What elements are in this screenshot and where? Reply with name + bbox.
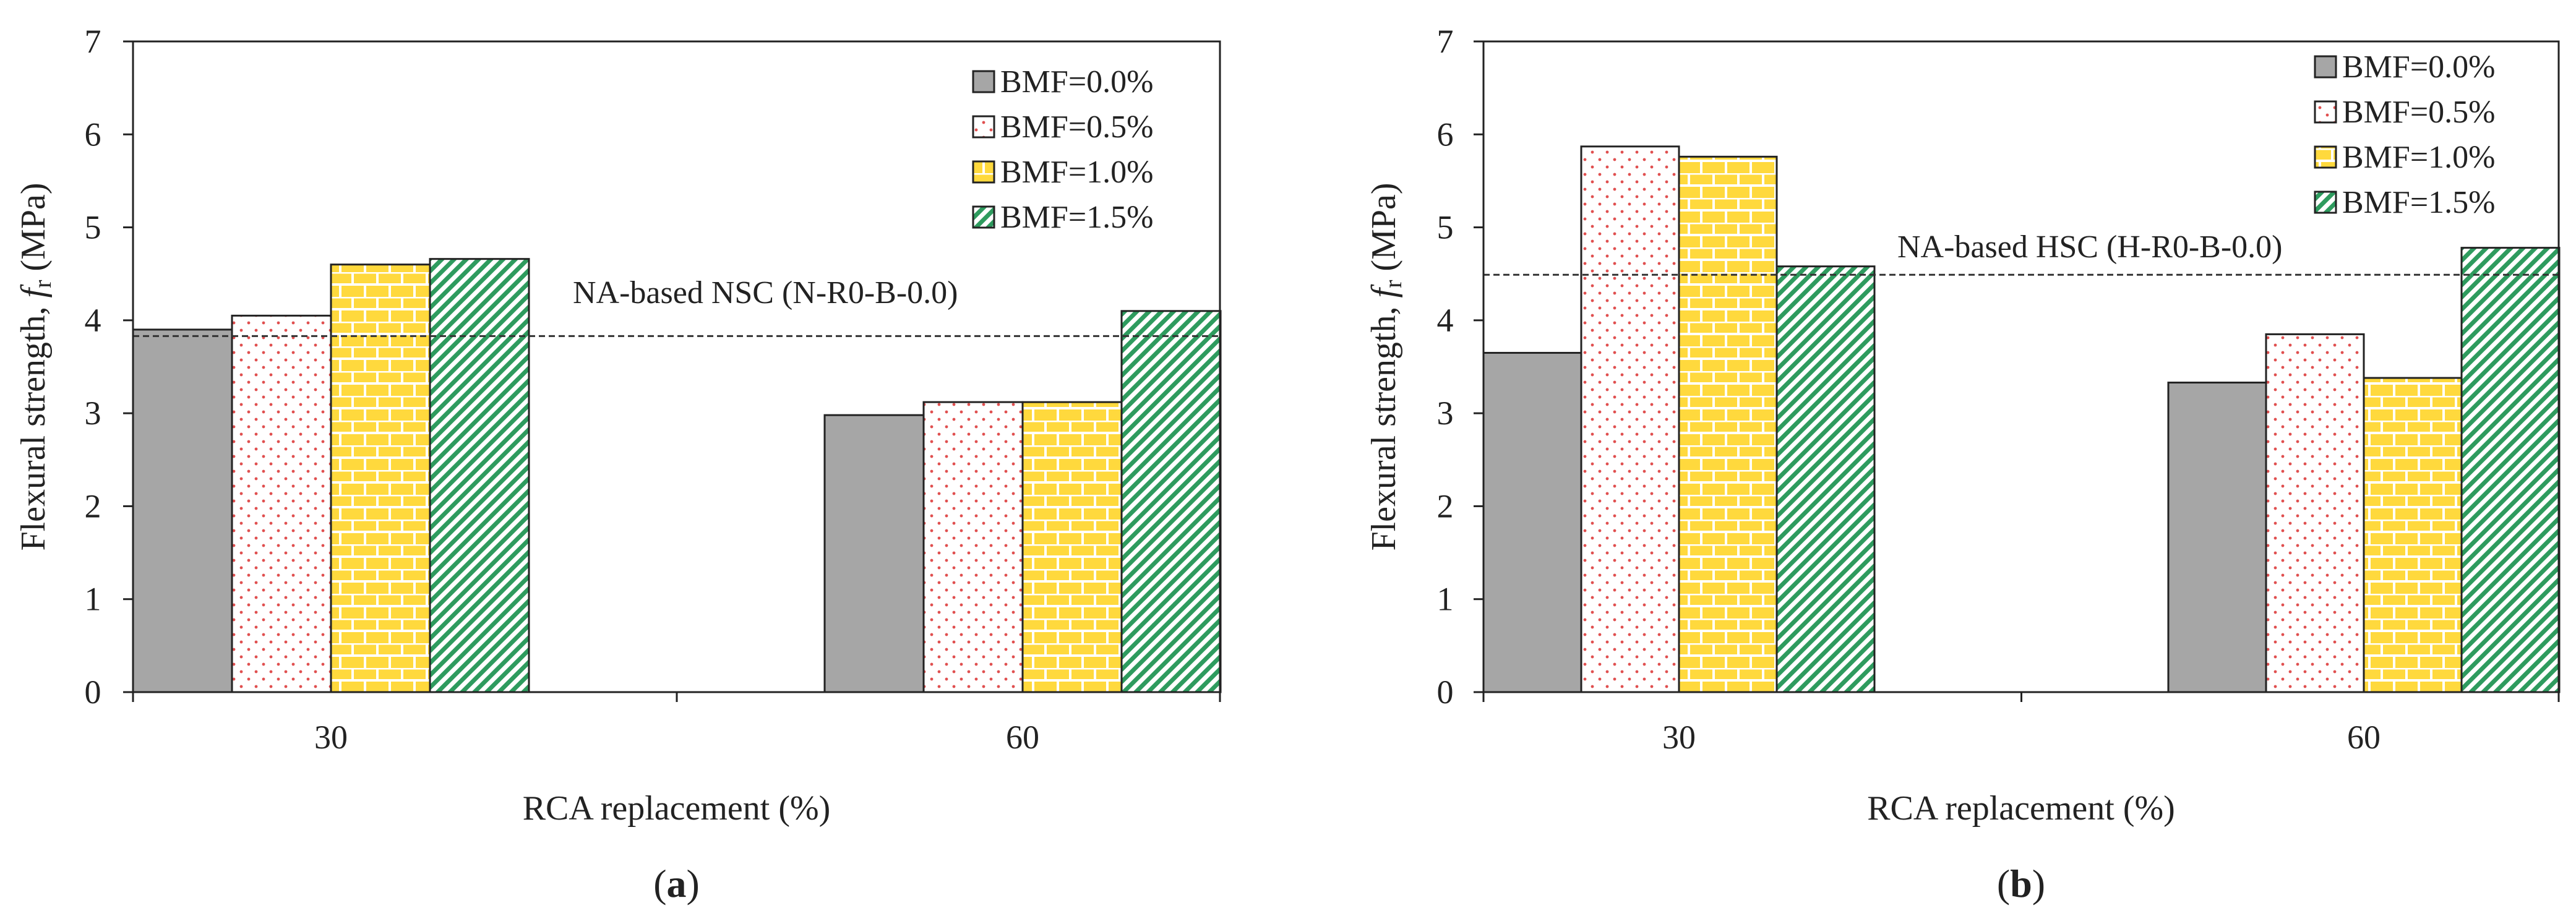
bar-bmf-0-5-rca-60 (922, 401, 1024, 693)
bar-bmf-1-5-rca-60 (2460, 247, 2561, 693)
y-tick-label: 1 (85, 581, 101, 618)
bar-bmf-0-5-rca-30 (1580, 145, 1680, 693)
y-tick-label: 0 (85, 674, 101, 711)
y-tick-label: 4 (85, 302, 101, 339)
bar-bmf-0-0-rca-30 (1482, 351, 1582, 693)
bar-bmf-0-0-rca-60 (823, 414, 925, 693)
y-tick-label: 7 (85, 23, 101, 60)
bar-bmf-1-5-rca-60 (1120, 310, 1222, 693)
bar-bmf-1-0-rca-30 (330, 263, 431, 693)
legend-swatch-bmf-0-0 (972, 70, 995, 93)
legend-label-bmf-1-0: BMF=1.0% (2342, 140, 2495, 175)
legend: BMF=0.0% BMF=0.5% BMF=1.0% BMF=1.5% (2314, 49, 2495, 220)
y-tick-label: 1 (1437, 581, 1454, 618)
legend-swatch-bmf-1-0 (2314, 145, 2337, 169)
y-axis-title: Flexural strength, fr (MPa) (1365, 182, 1407, 550)
x-tick-label: 30 (314, 719, 348, 756)
bar-bmf-0-0-rca-30 (132, 328, 233, 693)
legend-swatch-bmf-0-5 (2314, 100, 2337, 124)
x-tick-label: 30 (1662, 719, 1696, 756)
x-tick-label: 60 (1006, 719, 1039, 756)
legend-swatch-bmf-1-0 (972, 160, 995, 184)
y-tick-label: 4 (1437, 302, 1454, 339)
bar-bmf-1-0-rca-60 (1021, 401, 1123, 693)
y-tick-label: 5 (85, 209, 101, 246)
x-tick-label: 60 (2347, 719, 2381, 756)
legend-label-bmf-1-5: BMF=1.5% (1000, 200, 1153, 235)
legend-label-bmf-1-0: BMF=1.0% (1000, 155, 1153, 190)
x-axis-title: RCA replacement (%) (523, 789, 831, 828)
y-tick-label: 5 (1437, 209, 1454, 246)
panel-label: (a) (653, 862, 700, 905)
y-tick-label: 2 (1437, 487, 1454, 524)
y-tick-label: 3 (1437, 395, 1454, 432)
y-tick-label: 6 (85, 116, 101, 153)
bar-bmf-1-5-rca-30 (429, 258, 530, 693)
y-tick-label: 7 (1437, 23, 1454, 60)
legend-swatch-bmf-1-5 (972, 205, 995, 229)
legend-label-bmf-1-5: BMF=1.5% (2342, 185, 2495, 220)
x-axis-title: RCA replacement (%) (1867, 789, 2175, 828)
legend-label-bmf-0-5: BMF=0.5% (2342, 95, 2495, 130)
legend: BMF=0.0% BMF=0.5% BMF=1.0% BMF=1.5% (972, 64, 1153, 235)
bar-bmf-1-0-rca-30 (1678, 155, 1778, 693)
legend-label-bmf-0-0: BMF=0.0% (1000, 64, 1153, 100)
bar-bmf-0-0-rca-60 (2167, 382, 2267, 693)
bar-bmf-1-0-rca-60 (2363, 377, 2463, 693)
bar-bmf-1-5-rca-30 (1775, 265, 1876, 693)
y-axis-title: Flexural strength, fr (MPa) (14, 182, 56, 550)
reference-line-label: NA-based HSC (H-R0-B-0.0) (1897, 229, 2282, 265)
y-tick-label: 2 (85, 487, 101, 524)
reference-line-label: NA-based NSC (N-R0-B-0.0) (573, 275, 958, 310)
chart-panel-a: NA-based NSC (N-R0-B-0.0) 0 1 2 3 4 5 6 7 30 60 RCA… (14, 23, 1222, 905)
legend-label-bmf-0-5: BMF=0.5% (1000, 109, 1153, 145)
bar-bmf-0-5-rca-60 (2265, 333, 2365, 693)
legend-swatch-bmf-0-5 (972, 115, 995, 139)
legend-label-bmf-0-0: BMF=0.0% (2342, 49, 2495, 85)
panel-label: (b) (1997, 862, 2045, 905)
chart-panel-b: NA-based HSC (H-R0-B-0.0) 0 1 2 3 4 5 6 7 30 60 RCA… (1365, 23, 2561, 905)
y-tick-label: 0 (1437, 674, 1454, 711)
bar-bmf-0-5-rca-30 (231, 314, 332, 693)
y-tick-label: 6 (1437, 116, 1454, 153)
y-tick-label: 3 (85, 395, 101, 432)
legend-swatch-bmf-0-0 (2314, 55, 2337, 79)
legend-swatch-bmf-1-5 (2314, 190, 2337, 214)
